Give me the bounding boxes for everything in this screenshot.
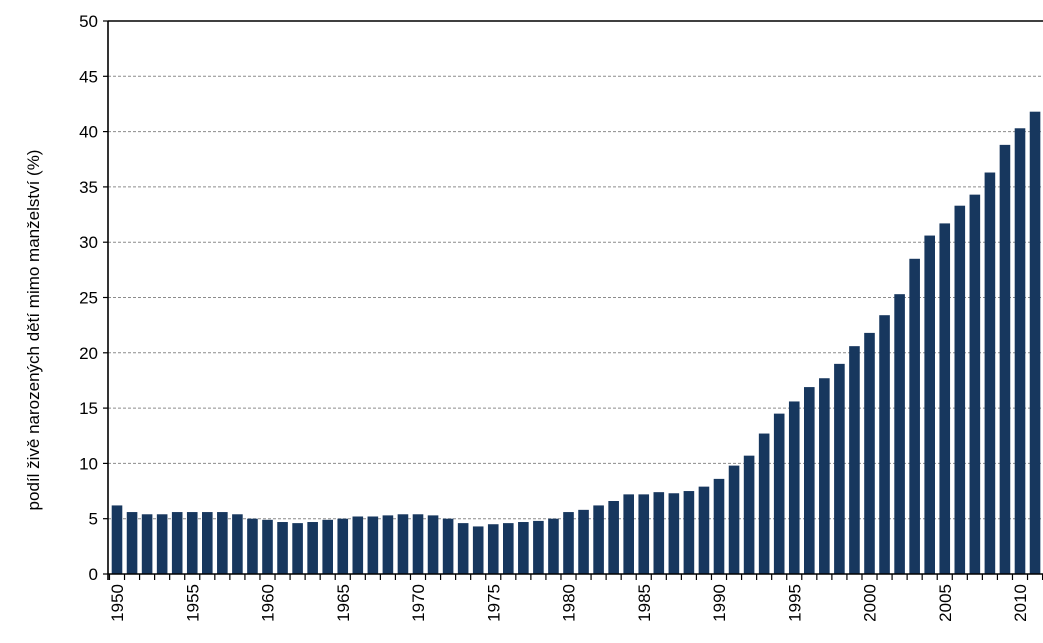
bar-1995 xyxy=(788,401,800,574)
x-tick-label-1995: 1995 xyxy=(785,584,804,622)
bar-1954 xyxy=(171,512,183,574)
bar-1950 xyxy=(111,505,123,574)
bar-1987 xyxy=(668,493,680,574)
bar-1974 xyxy=(472,526,484,574)
bar-2004 xyxy=(924,235,935,574)
bar-1998 xyxy=(834,363,845,574)
bar-1999 xyxy=(849,346,860,574)
x-tick-label-1980: 1980 xyxy=(560,584,579,622)
y-axis-title: podíl živě narozených dětí mimo manželst… xyxy=(24,150,43,511)
y-tick-label-35: 35 xyxy=(79,178,98,197)
bar-2001 xyxy=(879,315,890,574)
bar-1986 xyxy=(653,492,665,574)
bar-1973 xyxy=(457,523,469,574)
bar-2003 xyxy=(909,258,920,574)
bar-1985 xyxy=(638,494,650,574)
bar-1952 xyxy=(141,514,153,574)
bar-1961 xyxy=(277,522,288,574)
bar-1976 xyxy=(503,523,514,574)
bar-1969 xyxy=(397,514,409,574)
y-tick-label-30: 30 xyxy=(79,233,98,252)
x-tick-label-1950: 1950 xyxy=(108,584,127,622)
bar-1960 xyxy=(262,519,273,574)
bar-1975 xyxy=(487,524,499,574)
x-tick-label-1990: 1990 xyxy=(710,584,729,622)
gridlines xyxy=(108,20,1043,520)
bar-1962 xyxy=(292,523,303,574)
x-tick-label-1985: 1985 xyxy=(635,584,654,622)
bar-1994 xyxy=(773,413,785,574)
bar-2006 xyxy=(954,205,966,574)
bar-1990 xyxy=(713,478,725,574)
bar-1967 xyxy=(367,516,379,574)
bar-1979 xyxy=(548,518,559,574)
bar-1959 xyxy=(247,518,258,574)
bar-1992 xyxy=(743,455,755,574)
bar-2002 xyxy=(894,294,905,574)
bar-1953 xyxy=(156,514,168,574)
y-tick-label-0: 0 xyxy=(89,565,98,584)
bar-1996 xyxy=(804,387,815,574)
bar-1993 xyxy=(758,433,770,574)
bar-2011 xyxy=(1029,111,1041,574)
y-tick-label-15: 15 xyxy=(79,399,98,418)
y-tick-label-5: 5 xyxy=(89,510,98,529)
bar-1963 xyxy=(307,522,318,574)
x-tick-label-1970: 1970 xyxy=(409,584,428,622)
bar-1970 xyxy=(412,514,424,574)
x-tick-label-2000: 2000 xyxy=(861,584,880,622)
bar-1988 xyxy=(683,491,695,574)
bar-1965 xyxy=(337,518,349,574)
y-tick-label-10: 10 xyxy=(79,454,98,473)
bars xyxy=(111,111,1041,574)
bar-1951 xyxy=(126,512,138,574)
bar-2009 xyxy=(999,144,1011,574)
bar-1956 xyxy=(202,512,213,574)
bar-1989 xyxy=(698,486,710,574)
bar-1984 xyxy=(623,494,634,574)
bar-1982 xyxy=(593,505,604,574)
bar-2000 xyxy=(864,332,875,574)
bar-1978 xyxy=(533,520,544,574)
bar-1966 xyxy=(352,516,364,574)
bar-2007 xyxy=(969,194,981,574)
x-axis-ticks: 1950 1955 1960 1965 1970 1975 1980 1985 1990 1995… xyxy=(108,574,1043,622)
y-tick-label-50: 50 xyxy=(79,12,98,31)
y-tick-label-25: 25 xyxy=(79,289,98,308)
bar-1964 xyxy=(322,519,333,574)
x-tick-label-1955: 1955 xyxy=(183,584,202,622)
y-tick-label-40: 40 xyxy=(79,123,98,142)
bar-1997 xyxy=(819,378,830,574)
x-tick-label-1960: 1960 xyxy=(259,584,278,622)
bar-1955 xyxy=(186,512,198,574)
bar-2008 xyxy=(984,172,996,574)
bar-1981 xyxy=(578,509,589,574)
x-tick-label-1965: 1965 xyxy=(334,584,353,622)
bar-2010 xyxy=(1014,128,1026,574)
bar-1980 xyxy=(563,512,574,574)
bar-1991 xyxy=(728,465,740,574)
y-axis-ticks: 0 5 10 15 20 25 30 35 40 45 50 xyxy=(79,12,108,584)
bar-1972 xyxy=(442,518,454,574)
bar-1977 xyxy=(518,522,529,574)
bar-2005 xyxy=(939,223,951,574)
x-tick-label-1975: 1975 xyxy=(484,584,503,622)
bar-1971 xyxy=(427,515,439,574)
bar-1957 xyxy=(217,512,228,574)
bar-1983 xyxy=(608,501,619,574)
y-tick-label-20: 20 xyxy=(79,344,98,363)
y-tick-label-45: 45 xyxy=(79,67,98,86)
bar-1968 xyxy=(382,515,394,574)
x-tick-label-2010: 2010 xyxy=(1011,584,1030,622)
x-tick-label-2005: 2005 xyxy=(936,584,955,622)
bar-1958 xyxy=(232,514,243,574)
